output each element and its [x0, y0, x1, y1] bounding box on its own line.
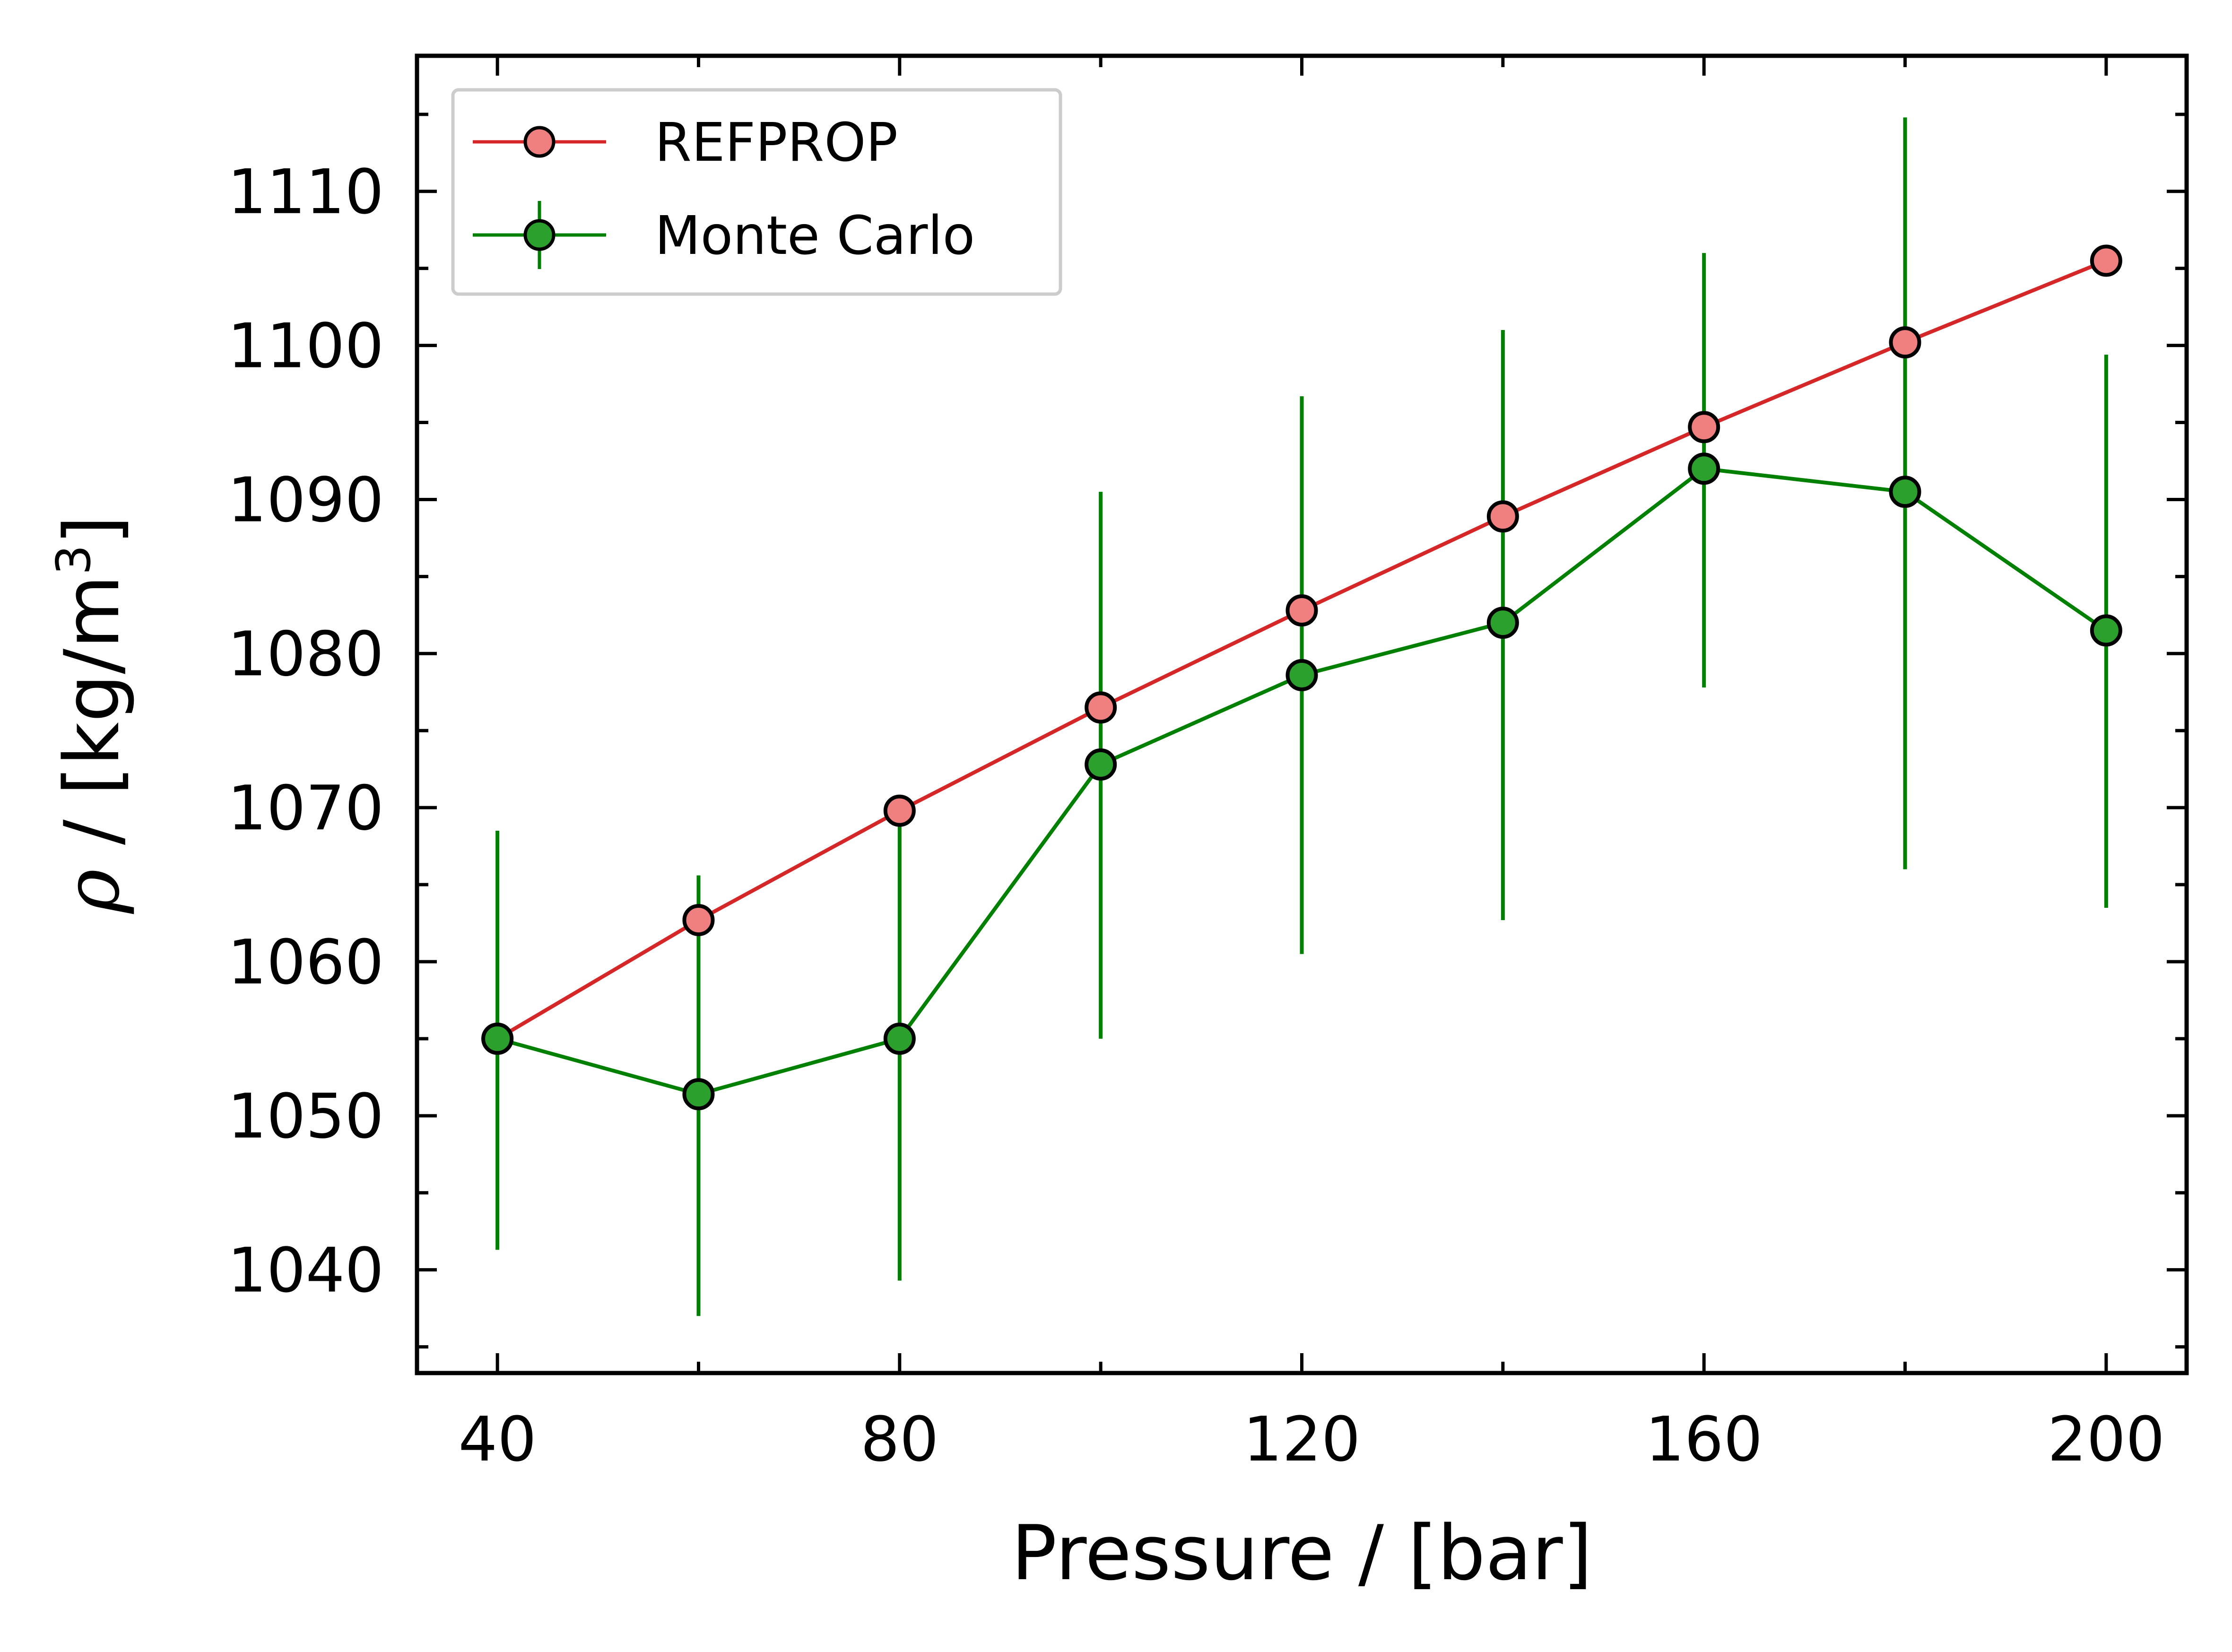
x-tick-label: 200	[2048, 1403, 2165, 1475]
x-tick-label: 120	[1243, 1403, 1360, 1475]
y-tick-label: 1080	[227, 618, 384, 690]
x-axis-title: Pressure / [bar]	[1011, 1509, 1592, 1597]
x-tick-label: 160	[1645, 1403, 1763, 1475]
legend-marker-refprop	[523, 126, 556, 158]
y-tick-label: 1040	[227, 1235, 384, 1306]
legend-marker-monte-carlo	[523, 219, 556, 251]
point-refprop	[1688, 411, 1720, 443]
point-refprop	[1889, 326, 1921, 359]
y-axis-title: ρ / [kg/m3]	[46, 515, 136, 914]
point-monte-carlo	[1486, 607, 1519, 639]
point-monte-carlo	[2090, 614, 2122, 647]
y-tick-label: 1070	[227, 772, 384, 844]
axes-frame	[415, 53, 2189, 1375]
point-monte-carlo	[1688, 452, 1720, 485]
legend: REFPROP Monte Carlo	[451, 88, 1062, 296]
labels-layer: 40 80 120 160 200 1040 1050 1060 1070 1080 1090 110…	[227, 156, 2165, 1475]
point-refprop	[1486, 500, 1519, 533]
point-monte-carlo	[1285, 659, 1318, 691]
y-tick-label: 1100	[227, 310, 384, 382]
x-tick-label: 40	[458, 1403, 536, 1475]
point-refprop	[1085, 691, 1117, 724]
point-monte-carlo	[481, 1022, 514, 1055]
y-axis-title-text: / [kg/m	[48, 575, 136, 869]
point-refprop	[1285, 594, 1318, 627]
y-axis-title-symbol: ρ	[48, 869, 136, 914]
y-tick-label: 1060	[227, 926, 384, 998]
y-tick-label: 1090	[227, 464, 384, 536]
y-tick-label: 1110	[227, 156, 384, 228]
legend-item-refprop: REFPROP	[473, 112, 898, 174]
y-tick-label: 1050	[227, 1080, 384, 1152]
series-layer	[481, 117, 2122, 1316]
point-refprop	[883, 794, 916, 827]
legend-label-refprop: REFPROP	[655, 112, 898, 174]
point-monte-carlo	[682, 1078, 715, 1111]
legend-label-monte-carlo: Monte Carlo	[655, 205, 975, 267]
x-tick-label: 80	[860, 1403, 938, 1475]
point-monte-carlo	[1889, 476, 1921, 508]
legend-item-monte-carlo: Monte Carlo	[473, 201, 975, 269]
y-axis-title-suffix: ]	[48, 515, 136, 545]
point-refprop	[2090, 244, 2122, 277]
y-axis-title-superscript: 3	[46, 545, 101, 575]
point-monte-carlo	[883, 1022, 916, 1055]
point-monte-carlo	[1085, 748, 1117, 781]
point-refprop	[682, 904, 715, 937]
